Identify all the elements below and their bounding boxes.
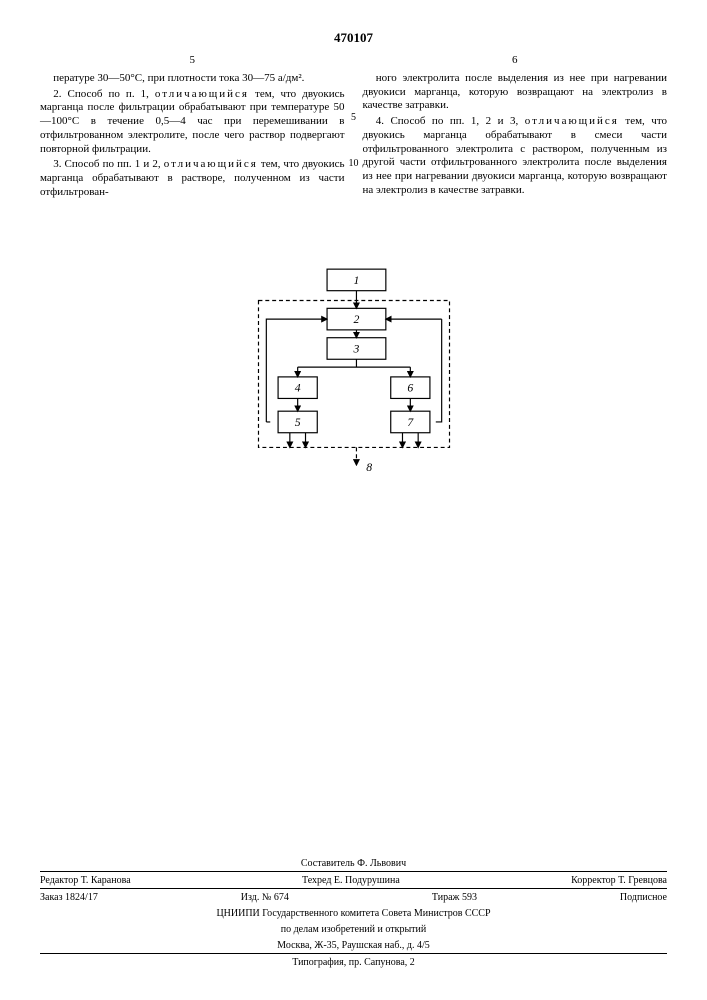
diagram-container: 12345678: [40, 242, 667, 502]
footer-credits-row: Редактор Т. Каранова Техред Е. Подурушин…: [40, 871, 667, 888]
svg-text:5: 5: [294, 415, 300, 428]
left-column-text: пературе 30—50°С, при плотности тока 30—…: [40, 72, 345, 200]
techred-label: Техред Е. Подурушина: [302, 875, 400, 886]
printer-line: Типография, пр. Сапунова, 2: [40, 953, 667, 970]
issue-label: Изд. № 674: [241, 892, 289, 903]
text-columns: 5 10 5 пературе 30—50°С, при плотности т…: [40, 54, 667, 202]
right-column-text: ного электролита после выделения из нее …: [363, 72, 668, 198]
right-column: 6 ного электролита после выделения из не…: [363, 54, 668, 202]
footer: Составитель Ф. Львович Редактор Т. Каран…: [40, 855, 667, 970]
order-label: Заказ 1824/17: [40, 892, 98, 903]
org-line: ЦНИИПИ Государственного комитета Совета …: [40, 905, 667, 921]
editor-label: Редактор Т. Каранова: [40, 875, 131, 886]
page: 470107 5 10 5 пературе 30—50°С, при плот…: [0, 0, 707, 1000]
flowchart-diagram: 12345678: [234, 242, 474, 502]
patent-number: 470107: [40, 30, 667, 46]
subscription-label: Подписное: [620, 892, 667, 903]
corrector-label: Корректор Т. Гревцова: [571, 875, 667, 886]
svg-text:3: 3: [352, 342, 359, 355]
org-line: по делам изобретений и открытий: [40, 921, 667, 937]
gutter-mark: 5: [351, 112, 356, 125]
column-number: 6: [363, 54, 668, 68]
svg-text:8: 8: [366, 460, 372, 473]
svg-text:1: 1: [353, 273, 359, 286]
svg-text:6: 6: [407, 381, 413, 394]
gutter-mark: 10: [349, 158, 359, 171]
column-number: 5: [40, 54, 345, 68]
svg-text:2: 2: [353, 313, 359, 326]
compiler-line: Составитель Ф. Львович: [40, 855, 667, 871]
org-line: Москва, Ж-35, Раушская наб., д. 4/5: [40, 937, 667, 953]
tirazh-label: Тираж 593: [432, 892, 477, 903]
svg-text:4: 4: [294, 381, 300, 394]
left-column: 5 пературе 30—50°С, при плотности тока 3…: [40, 54, 345, 202]
footer-order-row: Заказ 1824/17 Изд. № 674 Тираж 593 Подпи…: [40, 888, 667, 905]
